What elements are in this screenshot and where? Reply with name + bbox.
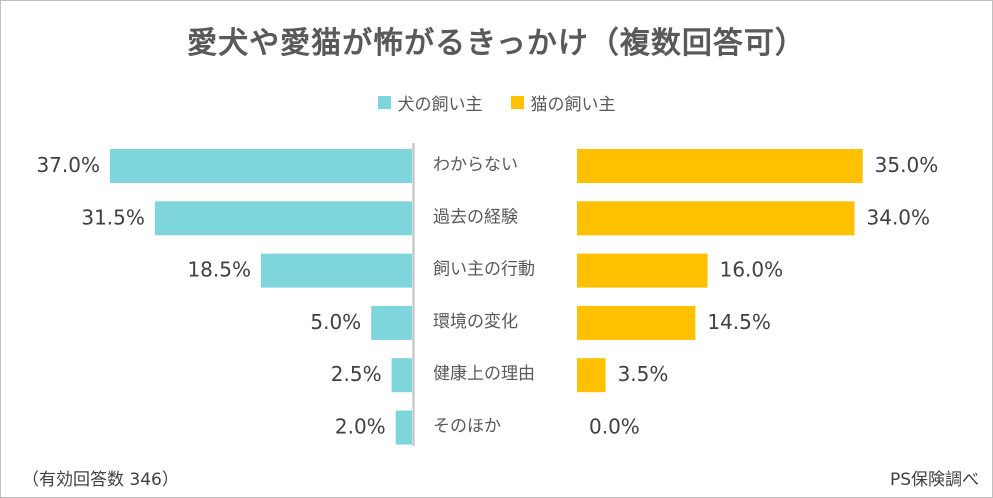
chart-title: 愛犬や愛猫が怖がるきっかけ（複数回答可） <box>187 26 806 61</box>
cat-bar <box>577 149 863 183</box>
cat-value-label: 34.0% <box>867 205 931 229</box>
source-note: PS保険調べ <box>889 470 979 490</box>
cat-value-label: 35.0% <box>875 153 939 177</box>
legend-label-dog: 犬の飼い主 <box>397 95 483 115</box>
category-label: 過去の経験 <box>433 207 518 227</box>
dog-value-label: 31.5% <box>81 205 145 229</box>
cat-value-label: 3.5% <box>618 362 669 386</box>
dog-bar <box>395 410 412 445</box>
cat-bar <box>577 201 855 236</box>
category-label: 健康上の理由 <box>433 364 535 384</box>
legend: 犬の飼い主 猫の飼い主 <box>0 90 993 115</box>
dog-bar <box>110 149 412 183</box>
category-label: 環境の変化 <box>433 312 518 332</box>
cat-bar <box>577 358 606 393</box>
dog-value-label: 18.5% <box>187 258 251 282</box>
category-label: 飼い主の行動 <box>433 260 535 280</box>
cat-bar <box>577 253 708 288</box>
dog-value-label: 37.0% <box>36 153 100 177</box>
legend-swatch-dog <box>377 96 391 109</box>
dog-bar <box>261 253 412 288</box>
legend-label-cat: 猫の飼い主 <box>530 95 616 115</box>
cat-value-label: 0.0% <box>589 415 640 439</box>
dog-bar <box>154 201 412 236</box>
dog-value-label: 2.0% <box>335 415 386 439</box>
dog-bar <box>391 358 412 393</box>
dog-bar <box>371 305 412 340</box>
cat-value-label: 14.5% <box>707 310 771 334</box>
category-label: わからない <box>433 155 518 175</box>
cat-bar <box>577 305 696 340</box>
cat-value-label: 16.0% <box>720 258 784 282</box>
legend-swatch-cat <box>510 96 524 109</box>
legend-item-dog: 犬の飼い主 <box>377 90 483 115</box>
dog-value-label: 2.5% <box>331 362 382 386</box>
legend-item-cat: 猫の飼い主 <box>510 90 616 115</box>
category-label: そのほか <box>433 417 501 437</box>
dog-value-label: 5.0% <box>310 310 361 334</box>
sample-size-note: （有効回答数 346） <box>22 470 179 490</box>
